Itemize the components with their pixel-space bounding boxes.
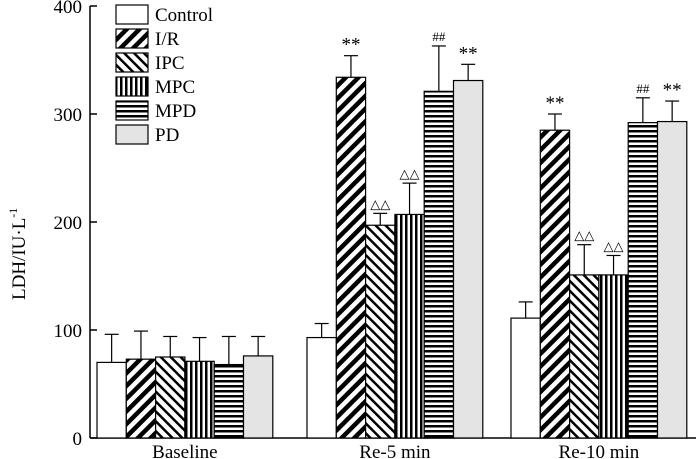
x-tick-label: Baseline — [152, 442, 217, 459]
bar-ipc-3 — [568, 274, 600, 439]
bars: ** △△ △△ ## ** ** △△ △△ ## ** — [96, 29, 688, 439]
bar-mpc-2 — [394, 213, 425, 439]
significance-marker: △△ — [370, 196, 390, 211]
legend-label: Control — [155, 5, 213, 26]
x-tick-label: Re-10 min — [559, 442, 640, 459]
bar-i-r-3 — [539, 129, 571, 439]
bar-control-2 — [306, 336, 337, 439]
bar-i-r-1 — [125, 358, 157, 439]
y-tick-label: 300 — [54, 105, 83, 126]
legend-swatch — [115, 52, 149, 73]
significance-marker: ## — [636, 81, 650, 96]
legend-swatch — [115, 100, 149, 121]
y-axis-title: LDH/IU·L-1 — [6, 208, 30, 300]
bar-mpd-3 — [627, 122, 659, 439]
legend-label: MPD — [155, 101, 196, 122]
y-ticks: 0 100 200 300 400 — [54, 0, 97, 450]
y-tick-label: 0 — [73, 429, 83, 450]
legend-swatch — [115, 76, 149, 97]
legend-label: MPC — [155, 77, 195, 98]
legend-swatch — [115, 4, 149, 25]
legend-label: I/R — [155, 29, 180, 50]
significance-marker: ** — [459, 43, 478, 64]
y-tick-label: 200 — [54, 213, 83, 234]
x-tick-labels: Baseline Re-5 min Re-10 min — [152, 442, 640, 459]
legend-swatch — [115, 28, 149, 49]
bar-pd-1 — [242, 355, 274, 439]
significance-marker: ** — [341, 35, 360, 56]
bar-mpd-2 — [423, 90, 455, 439]
x-tick-label: Re-5 min — [359, 442, 431, 459]
bar-ipc-1 — [155, 356, 186, 439]
y-axis-title-text: LDH/IU·L — [9, 218, 30, 300]
legend-swatch — [115, 124, 149, 145]
bar-ipc-2 — [365, 224, 396, 439]
bar-mpc-3 — [598, 274, 629, 439]
legend: Control I/R IPC MPC MPD PD — [115, 4, 213, 146]
significance-marker: △△ — [574, 228, 594, 243]
bar-mpc-1 — [184, 360, 215, 439]
y-tick-label: 100 — [54, 321, 83, 342]
bar-i-r-2 — [335, 76, 367, 439]
y-axis-title-superscript: -1 — [6, 208, 20, 218]
bar-pd-2 — [452, 79, 484, 439]
legend-label: PD — [155, 125, 179, 146]
legend-label: IPC — [155, 53, 185, 74]
bar-mpd-1 — [213, 363, 245, 439]
bar-control-3 — [510, 317, 541, 439]
significance-marker: △△ — [400, 166, 420, 181]
bar-pd-3 — [656, 120, 688, 439]
significance-marker: △△ — [604, 238, 624, 253]
y-tick-label: 400 — [54, 0, 83, 18]
significance-marker: ** — [545, 93, 564, 114]
bar-control-1 — [96, 361, 127, 439]
significance-marker: ** — [663, 80, 682, 101]
significance-marker: ## — [432, 29, 446, 44]
